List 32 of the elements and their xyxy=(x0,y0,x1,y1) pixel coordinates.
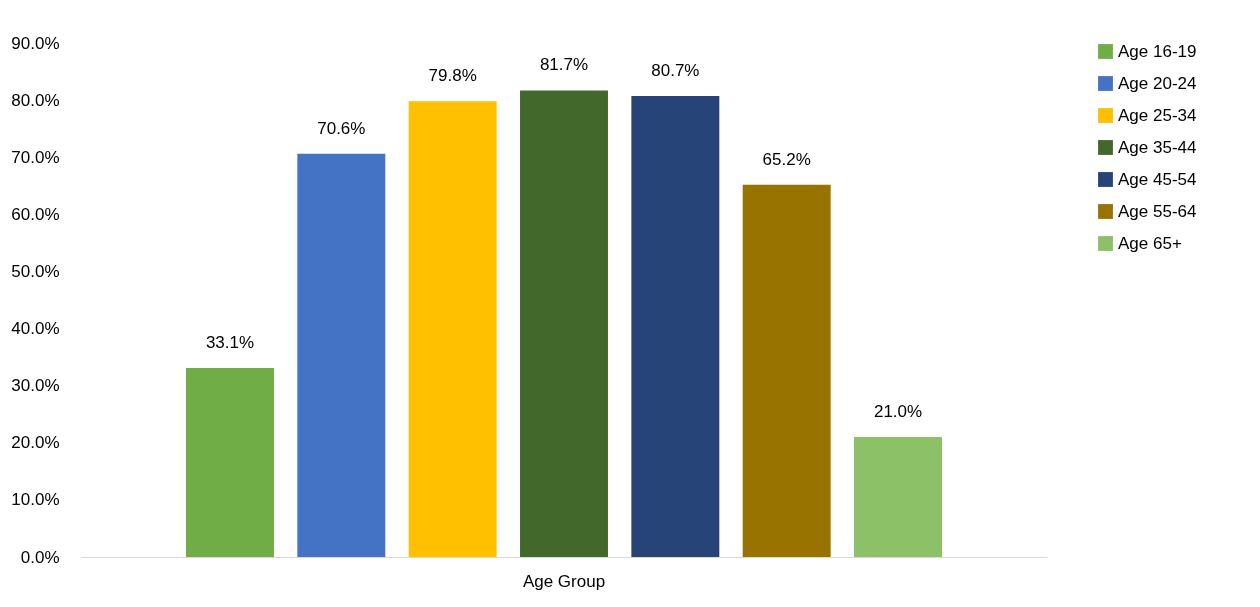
bar xyxy=(854,437,942,557)
legend-label: Age 16-19 xyxy=(1118,41,1197,61)
y-tick-label: 60.0% xyxy=(11,204,60,224)
data-label: 70.6% xyxy=(317,118,366,138)
y-tick-label: 90.0% xyxy=(11,33,60,53)
y-tick-label: 80.0% xyxy=(11,90,60,110)
data-label: 81.7% xyxy=(539,55,589,75)
data-label: 80.7% xyxy=(651,61,700,81)
y-tick-label: 40.0% xyxy=(11,319,60,339)
y-tick-label: 0.0% xyxy=(20,547,60,567)
legend-label: Age 35-44 xyxy=(1118,137,1197,157)
data-label: 79.8% xyxy=(428,66,477,86)
bar xyxy=(186,367,274,557)
y-tick-label: 10.0% xyxy=(11,490,60,510)
y-tick-label: 30.0% xyxy=(11,376,60,396)
y-tick-label: 70.0% xyxy=(11,147,60,167)
legend-label: Age 55-64 xyxy=(1118,201,1197,221)
data-label: 21.0% xyxy=(873,402,923,422)
bar xyxy=(631,96,720,557)
bar xyxy=(520,90,608,557)
data-label: 65.2% xyxy=(762,149,811,169)
bar xyxy=(297,153,386,557)
legend-label: Age 65+ xyxy=(1118,233,1182,253)
bar xyxy=(742,184,831,557)
bar xyxy=(408,101,497,557)
x-tick-label: Age Group xyxy=(522,571,606,591)
legend-label: Age 45-54 xyxy=(1118,169,1197,189)
data-label: 33.1% xyxy=(205,332,255,352)
y-tick-label: 50.0% xyxy=(11,261,60,281)
legend-label: Age 20-24 xyxy=(1118,73,1197,93)
legend-label: Age 25-34 xyxy=(1118,105,1197,125)
y-tick-label: 20.0% xyxy=(11,433,60,453)
